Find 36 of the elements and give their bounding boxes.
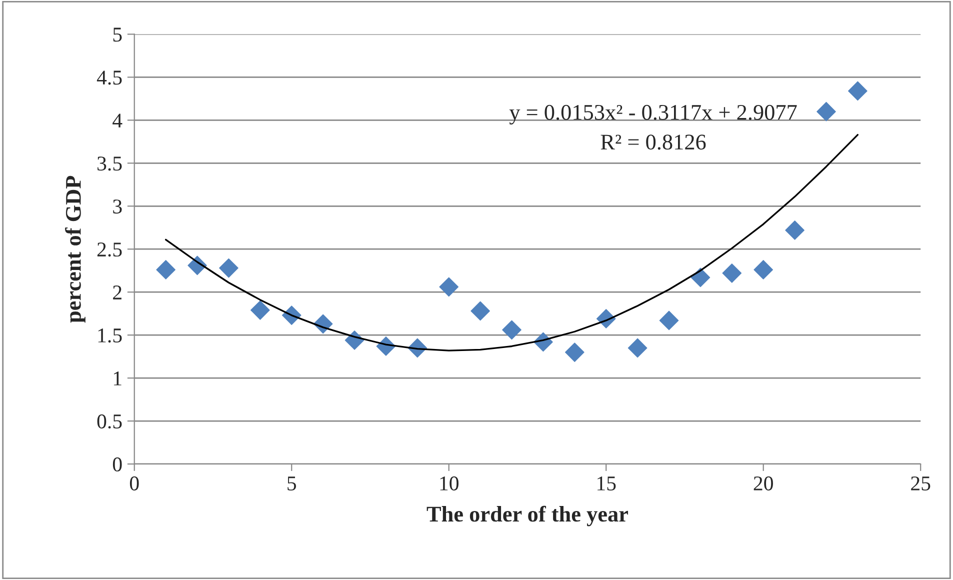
x-tick-label: 10 xyxy=(440,476,458,490)
point xyxy=(754,260,774,280)
y-tick-label: 2.5 xyxy=(97,242,122,257)
x-tick-label: 15 xyxy=(598,476,616,490)
x-tick-label: 0 xyxy=(130,476,139,490)
x-tick-label: 20 xyxy=(754,476,773,490)
y-tick-label: 4 xyxy=(112,114,122,128)
y-axis-title: percent of GDP xyxy=(65,176,86,323)
x-axis-title: The order of the year xyxy=(426,506,628,526)
point xyxy=(250,300,270,320)
point xyxy=(219,258,238,278)
y-tick-label: 3 xyxy=(113,200,122,214)
point xyxy=(564,342,584,362)
point xyxy=(502,320,522,340)
point xyxy=(785,220,804,240)
point xyxy=(722,264,742,283)
y-tick-label: 5 xyxy=(113,28,122,42)
y-tick-label: 3.5 xyxy=(98,156,122,171)
y-tick-label: 0.5 xyxy=(97,414,122,429)
y-tick-label: 2 xyxy=(113,286,122,300)
point xyxy=(659,310,679,330)
point xyxy=(156,260,176,280)
x-tick-label: 25 xyxy=(911,476,930,490)
point xyxy=(816,102,836,122)
point xyxy=(439,277,459,297)
annotation: y = 0.0153x² - 0.3117x + 2.9077 xyxy=(509,104,797,124)
point xyxy=(470,301,490,321)
y-tick-label: 0 xyxy=(112,457,122,472)
point xyxy=(848,81,868,101)
x-tick-label: 5 xyxy=(288,476,296,490)
y-tick-label: 4.5 xyxy=(96,70,122,85)
point xyxy=(628,338,648,358)
y-tick-label: 1 xyxy=(114,372,122,386)
point xyxy=(690,268,710,288)
y-tick-label: 1.5 xyxy=(98,328,122,343)
annotation: R² = 0.8126 xyxy=(600,134,706,150)
